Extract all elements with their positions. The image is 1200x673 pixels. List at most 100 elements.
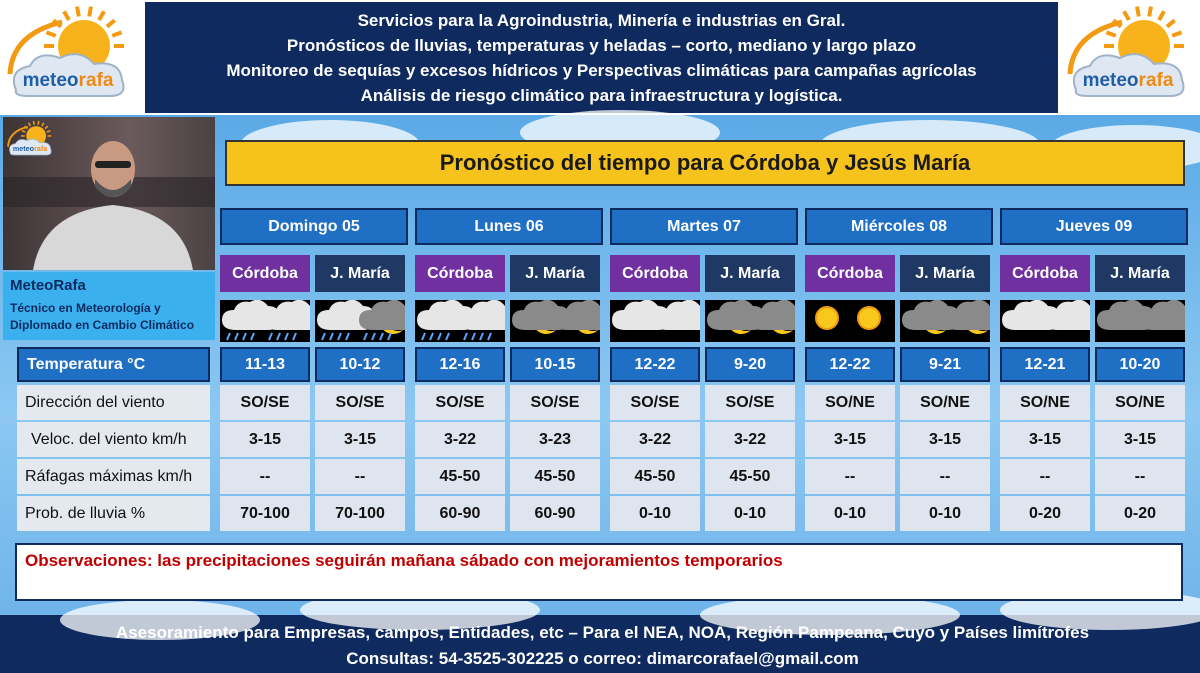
logo-ray bbox=[1157, 10, 1166, 22]
value-cell: 60-90 bbox=[415, 496, 505, 531]
presenter-box bbox=[3, 272, 215, 340]
logo-text-part: rafa bbox=[34, 144, 48, 153]
icon-raindrop bbox=[363, 332, 368, 341]
location-cell: Córdoba bbox=[1000, 255, 1090, 292]
logo-right: meteorafa bbox=[1062, 4, 1200, 109]
logo-ray bbox=[1147, 6, 1153, 17]
presenter-shirt bbox=[33, 205, 193, 270]
icon-cloud bbox=[944, 299, 1002, 330]
value-cell: 45-50 bbox=[705, 459, 795, 494]
value-cell: 3-22 bbox=[705, 422, 795, 457]
icon-raindrop bbox=[437, 332, 442, 341]
logo-ray bbox=[21, 130, 26, 133]
logo-ray bbox=[27, 122, 32, 127]
logo-arc bbox=[1067, 19, 1123, 75]
value-cell: 12-22 bbox=[805, 347, 895, 382]
location-cell: Córdoba bbox=[220, 255, 310, 292]
icon-raindrop bbox=[379, 332, 384, 341]
presenter-name: MeteoRafa bbox=[10, 277, 86, 294]
location-cell: J. María bbox=[1095, 255, 1185, 292]
presenter-photo bbox=[3, 117, 215, 270]
presenter-figure bbox=[3, 141, 215, 270]
value-cell: 10-12 bbox=[315, 347, 405, 382]
icon-cloud bbox=[654, 299, 712, 330]
logo-graphic: meteorafa bbox=[1067, 6, 1185, 97]
row-label: Dirección del viento bbox=[17, 385, 210, 420]
logo-arc bbox=[7, 125, 29, 147]
value-cell: -- bbox=[1000, 459, 1090, 494]
logo-text: meteorafa bbox=[1083, 70, 1174, 91]
weather-icon bbox=[900, 299, 1002, 342]
logo-ray bbox=[105, 18, 116, 29]
day-header: Jueves 09 bbox=[1000, 208, 1188, 245]
row-label: Prob. de lluvia % bbox=[17, 496, 210, 531]
icon-raindrop bbox=[345, 332, 350, 341]
logo-ray bbox=[62, 10, 71, 22]
value-cell: SO/SE bbox=[415, 385, 505, 420]
value-cell: 3-15 bbox=[900, 422, 990, 457]
icon-raindrop bbox=[321, 332, 326, 341]
value-cell: 3-15 bbox=[805, 422, 895, 457]
presenter-line: Diplomado en Cambio Climático bbox=[10, 318, 195, 332]
logo-text-part: rafa bbox=[1139, 70, 1174, 91]
presenter-head bbox=[91, 141, 135, 197]
logo-ray bbox=[32, 120, 35, 125]
weather-icon bbox=[510, 299, 612, 342]
value-cell: SO/NE bbox=[1095, 385, 1185, 420]
value-cell: 0-10 bbox=[705, 496, 795, 531]
logo-ray bbox=[87, 6, 93, 17]
value-cell: SO/SE bbox=[705, 385, 795, 420]
value-cell: 9-20 bbox=[705, 347, 795, 382]
value-cell: 45-50 bbox=[415, 459, 505, 494]
icon-raindrop bbox=[487, 332, 492, 341]
location-cell: Córdoba bbox=[610, 255, 700, 292]
logo-text-part: rafa bbox=[79, 70, 114, 91]
icon-raindrop bbox=[242, 332, 247, 341]
icon-raindrop bbox=[276, 332, 281, 341]
weather-icon-graphic bbox=[317, 299, 417, 341]
icon-cloud bbox=[749, 299, 807, 330]
logo-ray bbox=[75, 6, 81, 17]
logo-ray bbox=[1135, 6, 1141, 17]
weather-icon bbox=[1095, 299, 1197, 342]
icon-sun bbox=[857, 306, 881, 330]
weather-icon-graphic bbox=[612, 299, 712, 330]
logo-ray bbox=[44, 125, 49, 130]
value-cell: -- bbox=[220, 459, 310, 494]
value-cell: 0-10 bbox=[805, 496, 895, 531]
value-cell: 12-22 bbox=[610, 347, 700, 382]
weather-icon-graphic bbox=[707, 299, 807, 334]
value-cell: 70-100 bbox=[220, 496, 310, 531]
icon-raindrop bbox=[421, 332, 426, 341]
value-cell: SO/SE bbox=[315, 385, 405, 420]
cloud-decoration bbox=[700, 595, 960, 635]
location-cell: J. María bbox=[900, 255, 990, 292]
header-line: Servicios para la Agroindustria, Minería… bbox=[357, 11, 846, 30]
logo-graphic: meteorafa bbox=[7, 6, 125, 97]
location-cell: Córdoba bbox=[805, 255, 895, 292]
day-header: Miércoles 08 bbox=[805, 208, 993, 245]
value-cell: SO/SE bbox=[610, 385, 700, 420]
weather-icon-graphic bbox=[815, 306, 881, 330]
footer-line: Consultas: 54-3525-302225 o correo: dima… bbox=[346, 649, 859, 668]
weather-icon-graphic bbox=[417, 299, 517, 341]
logo-ray bbox=[1165, 18, 1176, 29]
day-header: Lunes 06 bbox=[415, 208, 603, 245]
icon-cloud bbox=[1139, 299, 1197, 330]
header-line: Análisis de riesgo climático para infrae… bbox=[360, 86, 843, 105]
logo-arc bbox=[7, 19, 63, 75]
value-cell: 0-20 bbox=[1000, 496, 1090, 531]
logo-cloud bbox=[12, 53, 125, 97]
value-cell: -- bbox=[315, 459, 405, 494]
value-cell: 3-15 bbox=[1000, 422, 1090, 457]
value-cell: 3-15 bbox=[315, 422, 405, 457]
value-cell: 12-21 bbox=[1000, 347, 1090, 382]
forecast-title: Pronóstico del tiempo para Córdoba y Jes… bbox=[225, 140, 1185, 186]
value-cell: 0-20 bbox=[1095, 496, 1185, 531]
row-label: Ráfagas máximas km/h bbox=[17, 459, 210, 494]
value-cell: 0-10 bbox=[900, 496, 990, 531]
value-cell: 3-22 bbox=[415, 422, 505, 457]
logo-text-part: meteo bbox=[1083, 70, 1139, 91]
weather-icon-graphic bbox=[512, 299, 612, 334]
presenter-beard bbox=[95, 179, 131, 197]
